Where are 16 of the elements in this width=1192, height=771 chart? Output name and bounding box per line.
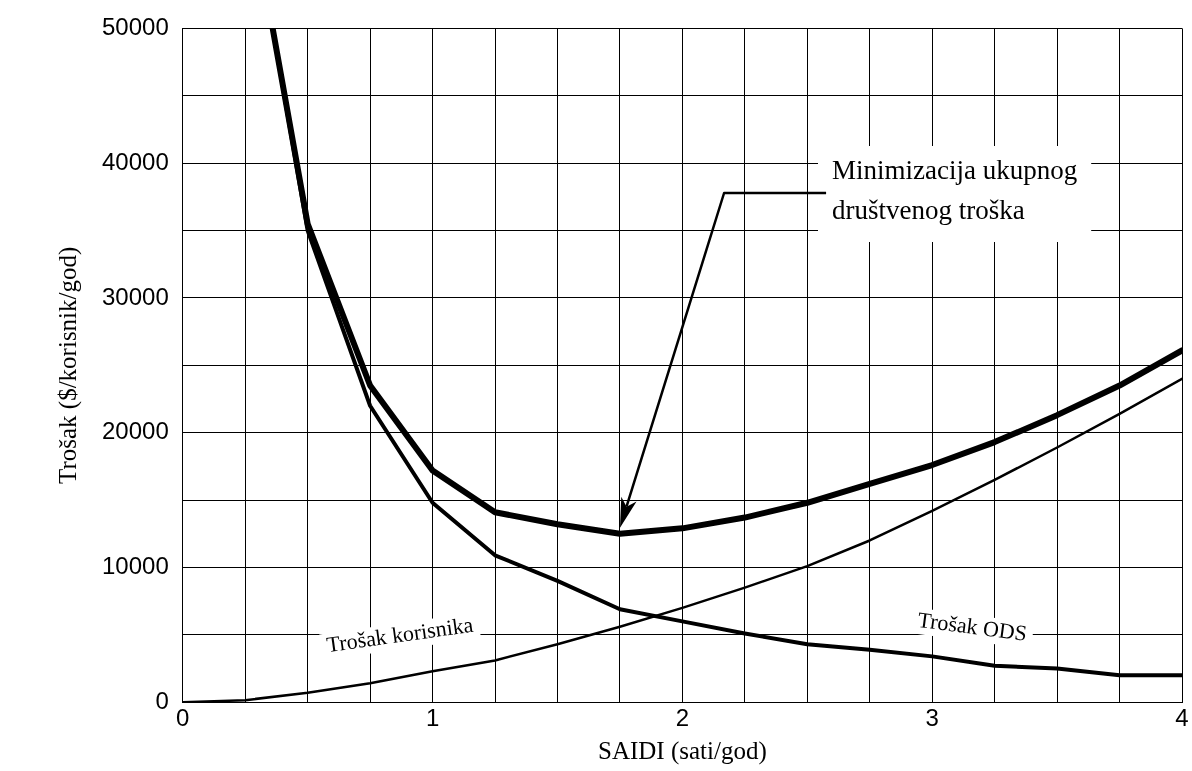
- y-axis-title: Trošak ($/korisnik/god): [53, 246, 82, 484]
- text: Trošak ODS: [916, 606, 1029, 646]
- y-tick-label: 30000: [101, 282, 169, 310]
- x-tick-label: 1: [425, 704, 440, 732]
- y-tick-label: 10000: [101, 552, 169, 580]
- x-tick-label: 4: [1175, 704, 1189, 732]
- annotation: Minimizacija ukupnog društvenog troška: [832, 155, 1078, 226]
- y-tick-label: 20000: [101, 417, 169, 445]
- x-axis-title: SAIDI (sati/god): [598, 736, 767, 765]
- y-tick-label: 50000: [101, 13, 169, 41]
- y-tick-label: 40000: [101, 147, 169, 175]
- x-tick-label: 3: [925, 704, 939, 732]
- text: Trošak korisnika: [324, 611, 475, 658]
- x-tick-label: 2: [675, 704, 690, 732]
- x-tick-label: 0: [176, 704, 190, 732]
- y-tick-label: 0: [155, 686, 169, 714]
